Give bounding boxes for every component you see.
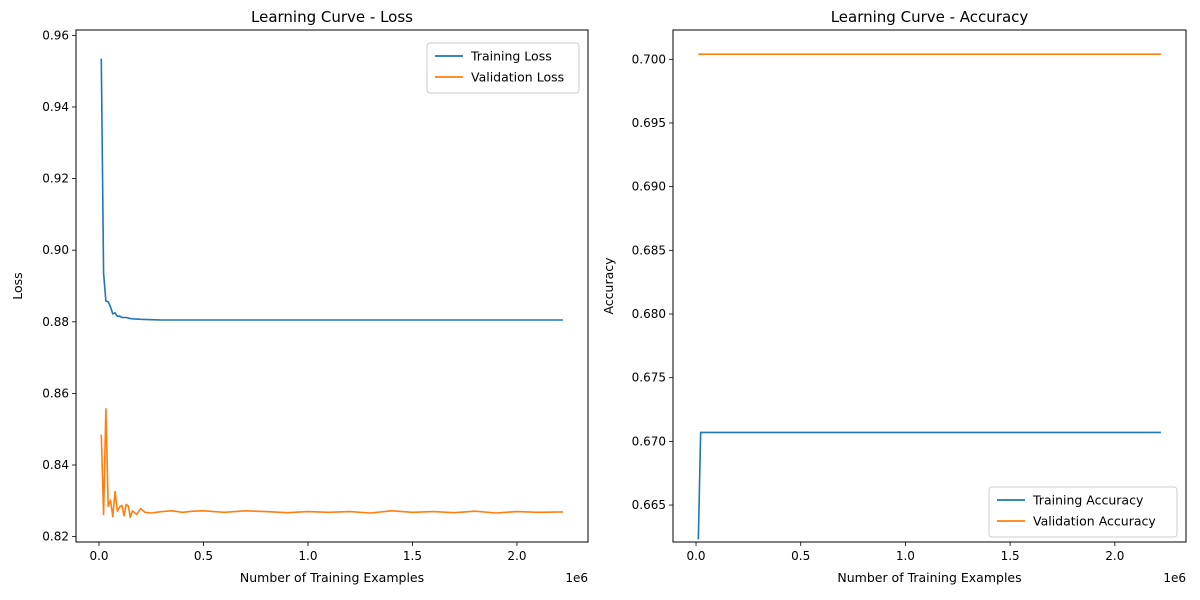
- x-tick-label: 1.0: [298, 549, 317, 563]
- legend-label: Validation Accuracy: [1033, 514, 1156, 529]
- series-line-validation-loss: [100, 408, 563, 519]
- x-tick-label: 1.5: [403, 549, 422, 563]
- loss-chart: Learning Curve - Loss 0.0 0.5 1.0 1.5 2.0 0.82…: [10, 8, 589, 585]
- x-tick-label: 1.0: [896, 549, 915, 563]
- x-tick-label: 0.0: [89, 549, 108, 563]
- x-tick-label: 2.0: [1105, 549, 1124, 563]
- series-line-training-loss: [100, 58, 563, 321]
- chart-title: Learning Curve - Accuracy: [831, 8, 1029, 26]
- accuracy-chart: Learning Curve - Accuracy 0.0 0.5 1.0 1.5 2.0…: [601, 8, 1187, 585]
- y-tick-label: 0.86: [42, 386, 69, 400]
- x-axis-label: Number of Training Examples: [240, 570, 424, 585]
- x-tick-label: 0.0: [686, 549, 705, 563]
- y-tick-label: 0.690: [632, 180, 666, 194]
- x-axis-multiplier: 1e6: [565, 571, 588, 585]
- y-axis-label: Loss: [10, 272, 25, 299]
- legend-frame: [988, 486, 1178, 538]
- legend-label: Training Loss: [470, 49, 552, 64]
- y-tick-label: 0.695: [632, 116, 666, 130]
- y-tick-label: 0.84: [42, 458, 69, 472]
- y-tick-label: 0.94: [42, 100, 69, 114]
- y-axis-label: Accuracy: [601, 257, 616, 315]
- x-tick-label: 0.5: [194, 549, 213, 563]
- x-axis-label: Number of Training Examples: [837, 570, 1021, 585]
- y-tick-label: 0.675: [632, 371, 666, 385]
- y-tick-label: 0.680: [632, 307, 666, 321]
- y-tick-label: 0.700: [632, 52, 666, 66]
- legend-label: Validation Loss: [471, 70, 564, 85]
- x-tick-label: 2.0: [507, 549, 526, 563]
- plot-area-frame: [672, 29, 1187, 543]
- y-tick-label: 0.670: [632, 434, 666, 448]
- y-tick-label: 0.90: [42, 243, 69, 257]
- series-line-training-accuracy: [697, 431, 1161, 540]
- y-tick-label: 0.88: [42, 315, 69, 329]
- x-tick-label: 0.5: [791, 549, 810, 563]
- legend: Training Loss Validation Loss: [426, 42, 580, 94]
- y-tick-label: 0.82: [42, 530, 69, 544]
- x-axis-multiplier: 1e6: [1163, 571, 1186, 585]
- y-tick-label: 0.92: [42, 172, 69, 186]
- legend: Training Accuracy Validation Accuracy: [988, 486, 1178, 538]
- chart-title: Learning Curve - Loss: [251, 8, 413, 26]
- y-tick-label: 0.665: [632, 498, 666, 512]
- legend-label: Training Accuracy: [1032, 493, 1144, 508]
- plot-area-frame: [75, 29, 589, 543]
- y-tick-label: 0.96: [42, 28, 69, 42]
- x-tick-label: 1.5: [1001, 549, 1020, 563]
- y-tick-label: 0.685: [632, 243, 666, 257]
- legend-frame: [426, 42, 580, 94]
